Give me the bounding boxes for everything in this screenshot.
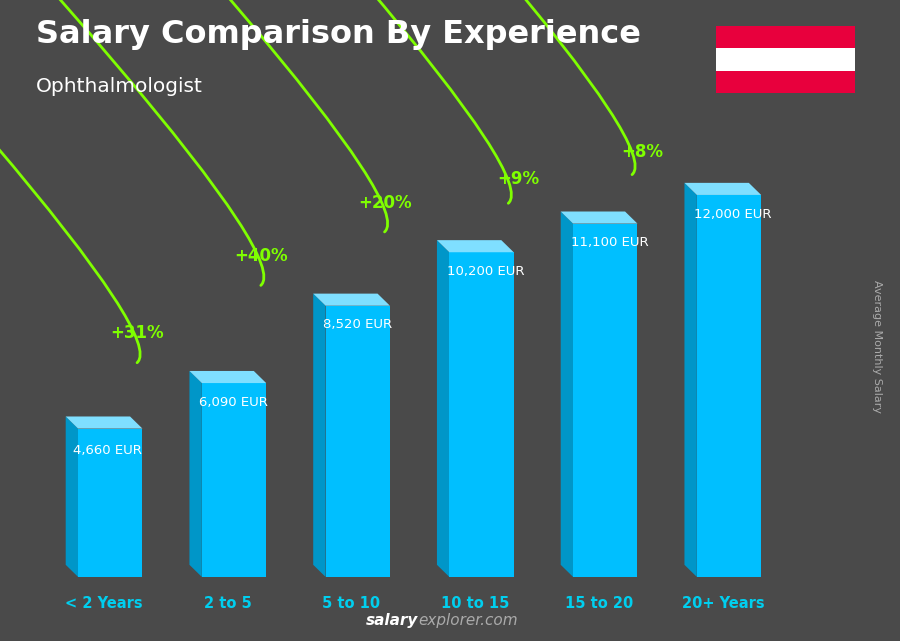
- Text: salary: salary: [366, 613, 418, 628]
- Text: 2 to 5: 2 to 5: [204, 596, 252, 611]
- Polygon shape: [189, 371, 202, 577]
- Polygon shape: [697, 195, 761, 577]
- Polygon shape: [437, 240, 449, 577]
- Text: 20+ Years: 20+ Years: [681, 596, 764, 611]
- Text: < 2 Years: < 2 Years: [65, 596, 143, 611]
- Text: +31%: +31%: [111, 324, 165, 342]
- Polygon shape: [313, 294, 390, 306]
- Text: explorer.com: explorer.com: [418, 613, 518, 628]
- Text: 10,200 EUR: 10,200 EUR: [446, 265, 525, 278]
- Polygon shape: [66, 417, 142, 429]
- Polygon shape: [685, 183, 761, 195]
- Text: 8,520 EUR: 8,520 EUR: [323, 319, 392, 331]
- Polygon shape: [561, 212, 637, 224]
- Text: 11,100 EUR: 11,100 EUR: [571, 237, 648, 249]
- Text: Salary Comparison By Experience: Salary Comparison By Experience: [36, 19, 641, 50]
- Text: +8%: +8%: [621, 142, 663, 161]
- Polygon shape: [573, 224, 637, 577]
- Text: Ophthalmologist: Ophthalmologist: [36, 77, 202, 96]
- Polygon shape: [449, 253, 514, 577]
- Text: 5 to 10: 5 to 10: [322, 596, 381, 611]
- Text: 6,090 EUR: 6,090 EUR: [200, 395, 268, 409]
- Text: 12,000 EUR: 12,000 EUR: [695, 208, 772, 221]
- Text: +40%: +40%: [234, 247, 288, 265]
- Text: 10 to 15: 10 to 15: [441, 596, 509, 611]
- Text: +20%: +20%: [358, 194, 412, 212]
- Text: 4,660 EUR: 4,660 EUR: [73, 444, 142, 458]
- Polygon shape: [66, 417, 78, 577]
- Text: +9%: +9%: [498, 170, 540, 188]
- Polygon shape: [202, 383, 266, 577]
- Polygon shape: [313, 294, 326, 577]
- Text: 15 to 20: 15 to 20: [565, 596, 634, 611]
- Bar: [716, 48, 855, 71]
- Polygon shape: [189, 371, 266, 383]
- Polygon shape: [78, 429, 142, 577]
- Polygon shape: [437, 240, 514, 253]
- Polygon shape: [685, 183, 697, 577]
- Polygon shape: [561, 212, 573, 577]
- Polygon shape: [326, 306, 390, 577]
- Text: Average Monthly Salary: Average Monthly Salary: [872, 279, 883, 413]
